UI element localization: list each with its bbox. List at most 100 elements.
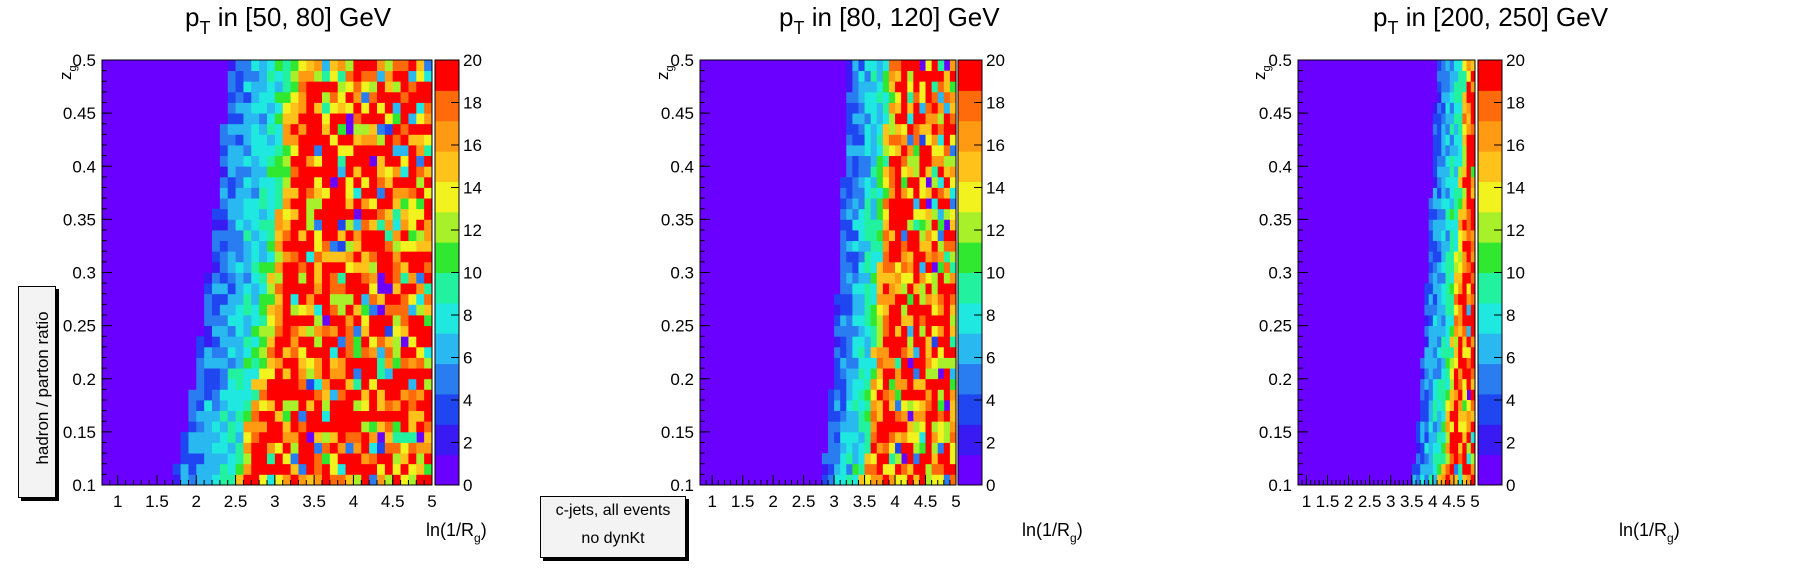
heatmap-cell	[931, 208, 939, 220]
heatmap-cell	[1466, 410, 1472, 422]
heatmap-cell	[1314, 357, 1320, 369]
heatmap-cell	[712, 304, 719, 316]
heatmap-cell	[109, 208, 119, 220]
heatmap-cell	[400, 431, 409, 443]
heatmap-cell	[306, 283, 315, 295]
heatmap-cell	[1420, 410, 1425, 422]
heatmap-cell	[329, 155, 339, 167]
heatmap-cell	[931, 400, 939, 412]
heatmap-cell	[219, 400, 229, 412]
heatmap-cell	[1399, 208, 1404, 220]
heatmap-cell	[937, 389, 945, 401]
heatmap-cell	[895, 389, 902, 401]
heatmap-cell	[1314, 123, 1320, 135]
heatmap-cell	[1462, 421, 1467, 433]
heatmap-cell	[888, 410, 896, 422]
heatmap-cell	[290, 70, 299, 82]
heatmap-cell	[243, 198, 252, 210]
heatmap-cell	[337, 145, 346, 157]
heatmap-cell	[353, 230, 362, 242]
heatmap-cell	[1470, 113, 1476, 125]
heatmap-cell	[1466, 155, 1472, 167]
heatmap-cell	[846, 431, 853, 443]
heatmap-cell	[243, 219, 252, 231]
heatmap-cell	[1340, 346, 1345, 358]
heatmap-cell	[314, 187, 323, 199]
heatmap-cell	[243, 293, 252, 305]
y-tick-label: 0.45	[63, 104, 96, 123]
heatmap-cell	[1378, 123, 1383, 135]
colorbar-band	[1478, 211, 1502, 243]
heatmap-cell	[1335, 378, 1341, 390]
heatmap-cell	[164, 81, 174, 93]
heatmap-cell	[907, 208, 914, 220]
heatmap-cell	[1373, 230, 1379, 242]
heatmap-cell	[1344, 453, 1349, 465]
heatmap-cell	[259, 198, 268, 210]
heatmap-cell	[1386, 187, 1392, 199]
heatmap-cell	[251, 346, 260, 358]
heatmap-cell	[384, 261, 394, 273]
heatmap-cell	[267, 208, 276, 220]
heatmap-cell	[1458, 81, 1463, 93]
heatmap-cell	[1437, 410, 1442, 422]
heatmap-cell	[1445, 219, 1451, 231]
heatmap-cell	[907, 421, 914, 433]
heatmap-cell	[1445, 251, 1451, 263]
y-tick-label: 0.3	[72, 264, 96, 283]
heatmap-cell	[754, 368, 762, 380]
heatmap-cell	[1424, 400, 1430, 412]
heatmap-cell	[196, 474, 205, 486]
heatmap-cell	[259, 463, 268, 475]
heatmap-cell	[937, 60, 945, 72]
heatmap-cell	[274, 336, 284, 348]
heatmap-cell	[322, 102, 331, 114]
heatmap-cell	[164, 219, 174, 231]
heatmap-cell	[306, 442, 315, 454]
colorbar-band	[435, 120, 459, 152]
heatmap-cell	[219, 431, 229, 443]
heatmap-cell	[846, 134, 853, 146]
heatmap-cell	[925, 304, 933, 316]
heatmap-cell	[925, 187, 933, 199]
heatmap-cell	[353, 421, 362, 433]
heatmap-cell	[882, 389, 890, 401]
heatmap-cell	[1424, 145, 1430, 157]
heatmap-cell	[943, 315, 951, 327]
heatmap-cell	[858, 293, 865, 305]
heatmap-cell	[329, 304, 339, 316]
heatmap-cell	[1386, 400, 1392, 412]
heatmap-cell	[1428, 453, 1434, 465]
heatmap-cell	[204, 187, 213, 199]
heatmap-cell	[243, 81, 252, 93]
heatmap-cell	[1453, 400, 1459, 412]
heatmap-cell	[298, 240, 307, 252]
heatmap-cell	[730, 293, 737, 305]
heatmap-cell	[1416, 442, 1421, 454]
heatmap-cell	[852, 166, 859, 178]
heatmap-cell	[876, 187, 884, 199]
heatmap-cell	[943, 240, 951, 252]
heatmap-cell	[337, 378, 346, 390]
heatmap-cell	[1462, 346, 1467, 358]
heatmap-cell	[204, 304, 213, 316]
heatmap-cell	[1437, 230, 1442, 242]
heatmap-cell	[1453, 336, 1459, 348]
heatmap-cell	[1403, 251, 1408, 263]
heatmap-cell	[1449, 155, 1455, 167]
heatmap-cell	[329, 325, 339, 337]
heatmap-cell	[377, 60, 386, 72]
heatmap-cell	[345, 315, 354, 327]
heatmap-cell	[1323, 346, 1328, 358]
heatmap-cell	[259, 315, 268, 327]
heatmap-cell	[369, 336, 378, 348]
heatmap-cell	[400, 293, 409, 305]
heatmap-cell	[274, 102, 284, 114]
heatmap-cell	[243, 431, 252, 443]
heatmap-cell	[361, 70, 370, 82]
heatmap-cell	[267, 272, 276, 284]
heatmap-cell	[913, 357, 920, 369]
heatmap-cell	[1416, 155, 1421, 167]
heatmap-cell	[767, 325, 774, 337]
heatmap-cell	[227, 155, 236, 167]
